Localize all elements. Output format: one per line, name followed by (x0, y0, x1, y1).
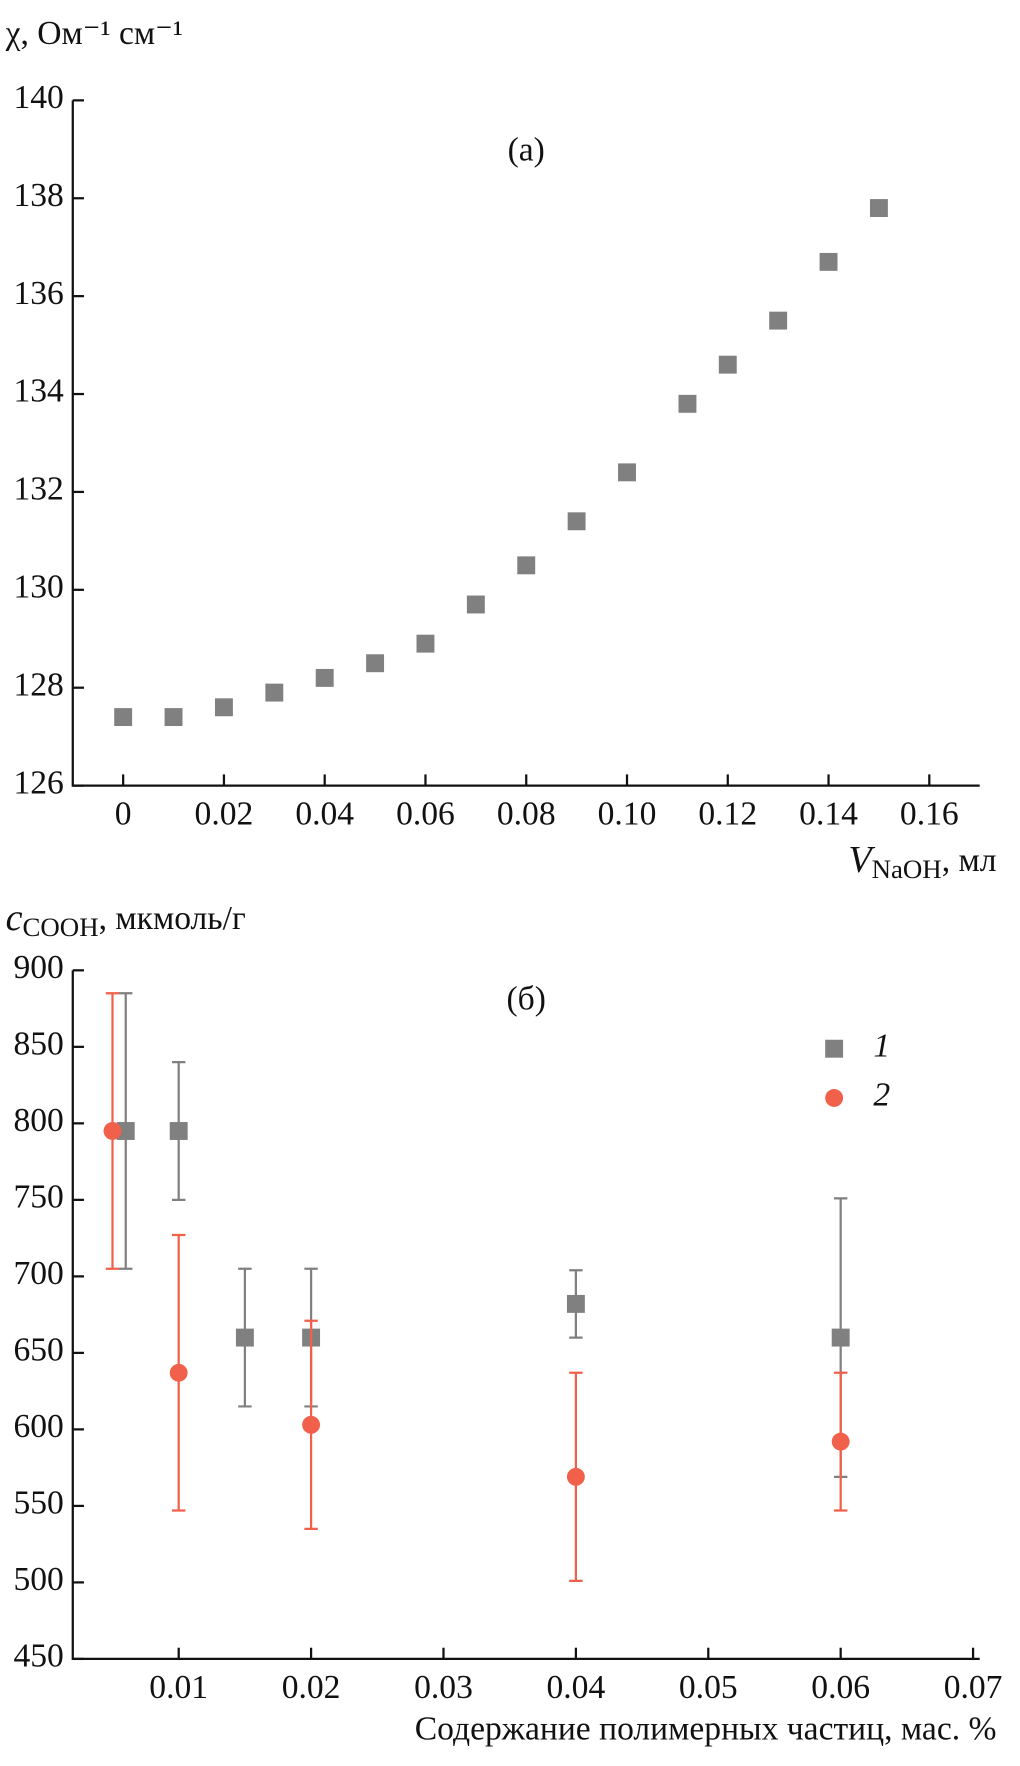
point (869, 199, 888, 218)
point (235, 1328, 254, 1347)
x-tick-label: 0.04 (547, 1669, 606, 1706)
x-tick-label: 0.03 (414, 1669, 473, 1706)
x-tick-label: 0.07 (944, 1669, 1003, 1706)
legend-label: 2 (873, 1077, 890, 1114)
y-tick-label: 130 (13, 569, 63, 606)
point (831, 1328, 850, 1347)
y-tick-label: 128 (13, 666, 63, 703)
point (769, 311, 788, 330)
y-tick-label: 650 (13, 1332, 63, 1369)
x-tick-label: 0.05 (679, 1669, 738, 1706)
point (678, 394, 697, 413)
point (169, 1363, 188, 1382)
panel-label: (а) (508, 132, 545, 169)
axis-label-subscript: COOH (22, 912, 98, 942)
point (169, 1122, 188, 1140)
point (566, 1294, 585, 1313)
x-tick-label: 0.12 (698, 796, 757, 833)
x-tick-label: 0.01 (149, 1669, 208, 1706)
x-tick-label: 0.06 (396, 796, 455, 833)
axis-label-symbol: c (6, 897, 23, 939)
y-tick-label: 900 (13, 949, 63, 986)
y-tick-label: 140 (13, 79, 63, 116)
y-tick-label: 700 (13, 1255, 63, 1292)
x-tick-label: 0.04 (295, 796, 354, 833)
x-tick-label: 0.02 (195, 796, 254, 833)
y-tick-label: 500 (13, 1561, 63, 1598)
point (214, 698, 233, 717)
y-tick-label: 750 (13, 1179, 63, 1216)
point (618, 463, 636, 482)
point (567, 512, 586, 531)
y-tick-label: 126 (13, 764, 63, 801)
y-tick-label: 138 (13, 177, 63, 214)
x-tick-label: 0.02 (282, 1669, 341, 1706)
axis-label: cCOOH, мкмоль/г (6, 897, 246, 942)
axes (71, 970, 980, 1661)
axis-label-unit: , мл (942, 842, 997, 879)
legend-marker (825, 1039, 844, 1058)
x-tick-label: 0.06 (811, 1669, 870, 1706)
legend-marker (825, 1089, 844, 1107)
y-tick-label: 450 (13, 1638, 63, 1675)
point (366, 654, 385, 673)
axis-label: VNaOH, мл (848, 839, 996, 884)
y-tick-label: 550 (13, 1485, 63, 1522)
point (718, 355, 737, 374)
panel-label: (б) (507, 980, 546, 1017)
point (302, 1415, 321, 1434)
x-tick-label: 0.14 (799, 796, 858, 833)
point (114, 708, 133, 727)
point (517, 556, 536, 575)
point (103, 1122, 122, 1140)
point (164, 708, 183, 727)
axes (71, 100, 980, 787)
point (416, 634, 435, 653)
point (466, 595, 485, 614)
axis-label: χ, Ом⁻¹ см⁻¹ (5, 15, 183, 52)
axis-label: Содержание полимерных частиц, мас. % (415, 1710, 997, 1747)
y-tick-label: 600 (13, 1408, 63, 1445)
point (819, 252, 838, 271)
x-tick-label: 0.10 (598, 796, 657, 833)
y-tick-label: 132 (13, 471, 63, 508)
legend-label: 1 (873, 1027, 890, 1064)
point (265, 683, 284, 702)
x-tick-label: 0.16 (900, 796, 959, 833)
y-tick-label: 800 (13, 1102, 63, 1139)
y-tick-label: 134 (13, 373, 64, 410)
axis-label-unit: , мкмоль/г (99, 900, 246, 937)
y-tick-label: 850 (13, 1026, 63, 1063)
y-tick-label: 136 (13, 275, 63, 312)
point (116, 1122, 135, 1140)
axis-label-subscript: NaOH (872, 854, 942, 884)
point (831, 1432, 850, 1451)
x-tick-label: 0.08 (497, 796, 556, 833)
axis-label-symbol: V (848, 839, 875, 881)
x-tick-label: 0 (115, 796, 132, 833)
point (315, 668, 334, 687)
point (566, 1467, 585, 1486)
